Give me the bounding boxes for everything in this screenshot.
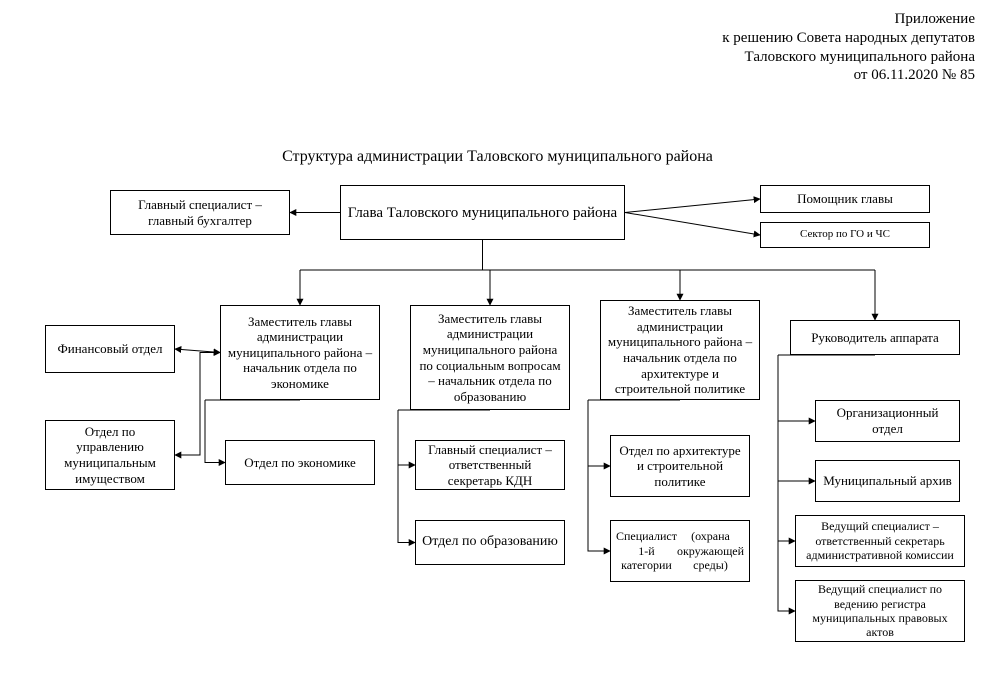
connector [778, 355, 815, 481]
node-edu_dept: Отдел по образованию [415, 520, 565, 565]
node-fin_dept: Финансовый отдел [45, 325, 175, 373]
node-dep_arch: Заместитель главы администрации муниципа… [600, 300, 760, 400]
connector [625, 213, 760, 236]
connector [205, 400, 225, 463]
node-prop_dept: Отдел по управлению муниципальным имущес… [45, 420, 175, 490]
node-aide: Помощник главы [760, 185, 930, 213]
connector [778, 355, 815, 421]
connector [778, 355, 795, 541]
connector [398, 410, 415, 543]
node-env_spec: Специалист 1-й категории(охрана окружающ… [610, 520, 750, 582]
node-head: Глава Таловского муниципального района [340, 185, 625, 240]
node-econ_dept: Отдел по экономике [225, 440, 375, 485]
node-dep_social: Заместитель главы администрации муниципа… [410, 305, 570, 410]
connector [175, 353, 220, 456]
node-kdn: Главный специалист – ответственный секре… [415, 440, 565, 490]
connector [625, 199, 760, 213]
node-org_dept: Организационный отдел [815, 400, 960, 442]
connector [588, 400, 610, 466]
connector [588, 400, 610, 551]
connector [778, 355, 795, 611]
connector [175, 349, 220, 353]
connector [398, 410, 415, 465]
node-admin_comm: Ведущий специалист – ответственный секре… [795, 515, 965, 567]
node-dep_econ: Заместитель главы администрации муниципа… [220, 305, 380, 400]
node-arch_dept: Отдел по архитектуре и строительной поли… [610, 435, 750, 497]
org-chart: { "canvas": { "w": 995, "h": 685, "bg": … [0, 0, 995, 685]
node-legal_reg: Ведущий специалист по ведению регистра м… [795, 580, 965, 642]
node-app_head: Руководитель аппарата [790, 320, 960, 355]
node-chief_accountant: Главный специалист – главный бухгалтер [110, 190, 290, 235]
node-go_chs: Сектор по ГО и ЧС [760, 222, 930, 248]
node-archive: Муниципальный архив [815, 460, 960, 502]
